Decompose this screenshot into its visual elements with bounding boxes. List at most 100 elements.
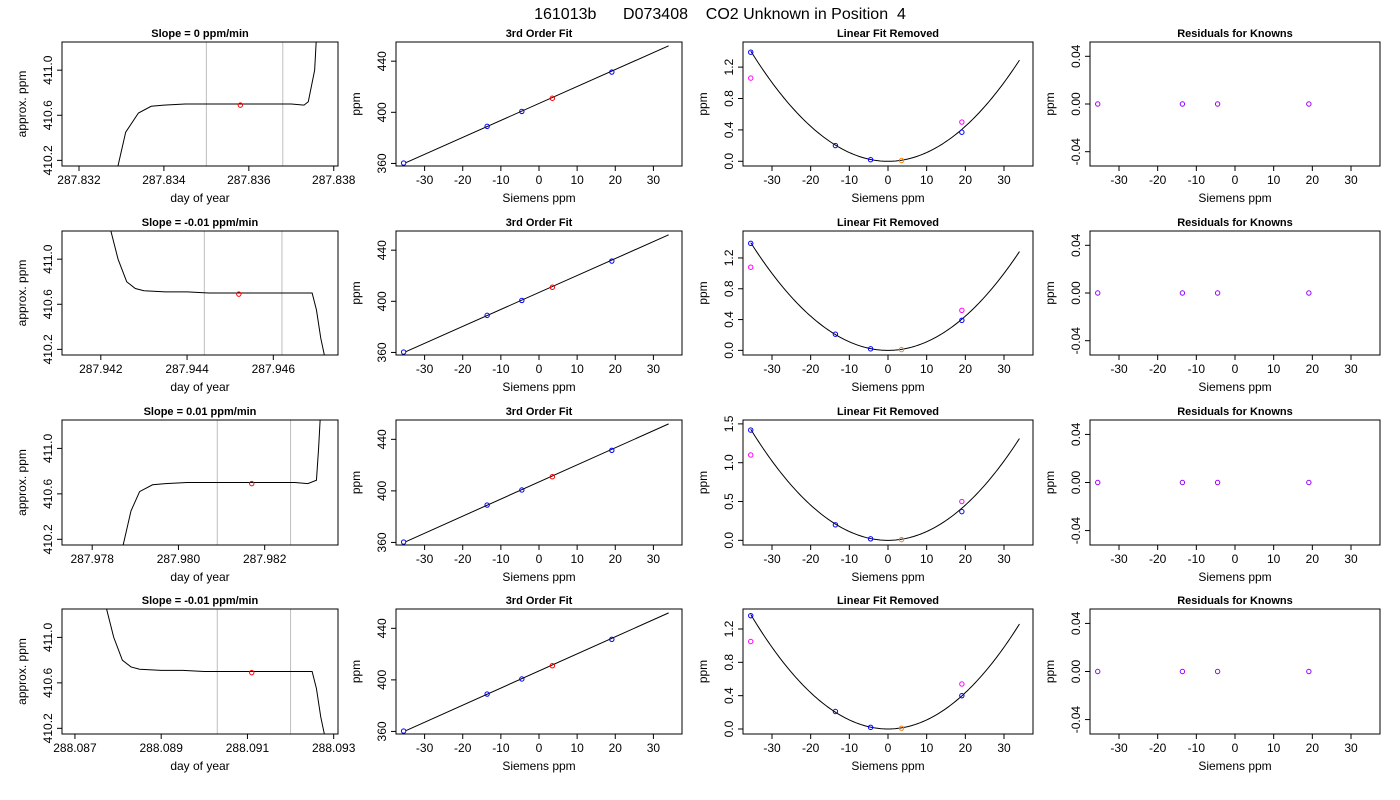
x-tick-label: 0 [885, 741, 892, 755]
y-axis-label: ppm [349, 281, 363, 304]
plot-area [400, 45, 669, 166]
x-tick-label: -20 [1149, 362, 1167, 376]
data-point-known [484, 691, 490, 697]
data-point-known [748, 49, 754, 55]
panel-title: Slope = 0 ppm/min [151, 28, 249, 40]
data-point-known [609, 258, 615, 264]
x-tick-label: 30 [647, 173, 661, 187]
x-tick-label: 20 [1306, 741, 1320, 755]
x-tick-label: -20 [454, 173, 472, 187]
y-axis-label: ppm [349, 92, 363, 115]
data-point-residual [1095, 101, 1101, 107]
plot-area [748, 427, 1020, 543]
data-point-residual [1306, 479, 1312, 486]
panel-r1c1: Slope = 0 ppm/min 287.832 287.834 287.836 28… [15, 28, 356, 205]
x-tick-label: -10 [841, 741, 859, 755]
data-point-known [959, 317, 965, 324]
y-axis-label: ppm [696, 281, 710, 304]
panel-title: Slope = -0.01 ppm/min [142, 217, 259, 229]
fit-line [405, 45, 669, 164]
x-tick-label: 288.093 [312, 741, 356, 755]
x-tick-label: 20 [609, 552, 623, 566]
data-point-residual [1214, 290, 1221, 296]
data-point-unknown [549, 663, 556, 669]
x-tick-label: -10 [492, 173, 510, 187]
x-tick-label: 30 [1344, 552, 1358, 566]
y-tick-label: 0.4 [722, 311, 736, 328]
y-tick-label: -0.04 [1069, 706, 1083, 734]
y-tick-label: 0.04 [1069, 233, 1083, 257]
y-tick-label: 411.0 [41, 244, 55, 273]
panel-title: Slope = 0.01 ppm/min [144, 406, 257, 418]
panel-r4c4: Residuals for Knowns -30 -20 -10 0 10 20 30 -0.0… [1043, 595, 1381, 773]
figure-title: 161013b D073408 CO2 Unknown in Position … [534, 6, 906, 23]
x-tick-label: -20 [1149, 552, 1167, 566]
y-tick-label: 360 [375, 721, 389, 741]
x-tick-label: 0 [1232, 741, 1239, 755]
panel-r3c3: Linear Fit Removed -30 -20 -10 0 10 20 30 0.0 0.5… [696, 406, 1034, 584]
x-tick-label: -20 [1149, 173, 1167, 187]
x-tick-label: 10 [1267, 741, 1281, 755]
x-tick-label: 10 [920, 173, 934, 187]
y-tick-label: 0.04 [1069, 44, 1083, 68]
x-tick-label: 0 [885, 552, 892, 566]
x-tick-label: 10 [570, 362, 584, 376]
x-tick-label: 287.834 [142, 173, 186, 187]
x-axis-label: day of year [170, 570, 229, 584]
panel-title: Residuals for Knowns [1177, 406, 1293, 418]
x-tick-label: -20 [802, 741, 820, 755]
panel-r3c4: Residuals for Knowns -30 -20 -10 0 10 20 30 -0.0… [1043, 406, 1381, 584]
x-tick-label: 287.978 [70, 552, 114, 566]
x-tick-label: 10 [1267, 552, 1281, 566]
plot-area [400, 423, 669, 545]
x-tick-label: -30 [763, 741, 781, 755]
y-tick-label: 0.8 [722, 90, 736, 107]
data-point-fit [898, 346, 905, 353]
y-tick-label: 0.8 [722, 280, 736, 297]
data-point-residual [1306, 101, 1312, 107]
y-tick-label: 0.5 [722, 493, 736, 510]
x-tick-label: 0 [536, 741, 543, 755]
data-point-known [609, 636, 615, 642]
y-tick-label: 1.2 [722, 249, 736, 266]
x-axis-label: Siemens ppm [502, 380, 575, 394]
x-tick-label: -10 [1188, 552, 1206, 566]
x-tick-label: -30 [416, 552, 434, 566]
y-tick-label: 0.4 [722, 687, 736, 704]
x-tick-label: -30 [1110, 552, 1128, 566]
plot-area [400, 612, 669, 734]
x-tick-label: 287.944 [165, 362, 209, 376]
panel-r4c2: 3rd Order Fit -30 -20 -10 0 10 20 30 360 400 440 Si… [349, 595, 683, 773]
panel-title: 3rd Order Fit [506, 28, 573, 40]
panel-title: Linear Fit Removed [837, 28, 939, 40]
data-point-unknown [549, 284, 556, 290]
y-tick-label: 1.0 [722, 454, 736, 471]
y-tick-label: 411.0 [41, 623, 55, 652]
panel-r4c1: Slope = -0.01 ppm/min 288.087 288.089 288.0… [15, 595, 356, 773]
y-axis-label: ppm [1043, 471, 1057, 494]
panel-r1c3: Linear Fit Removed -30 -20 -10 0 10 20 30 0.0 0.4… [696, 28, 1034, 205]
series-line [106, 609, 325, 734]
plot-area [1095, 479, 1312, 486]
x-tick-label: 0 [536, 362, 543, 376]
y-tick-label: 0.04 [1069, 611, 1083, 635]
y-axis-label: ppm [349, 471, 363, 494]
x-tick-label: -30 [416, 173, 434, 187]
data-point-known [748, 240, 754, 247]
x-tick-label: 288.087 [53, 741, 97, 755]
x-tick-label: 20 [1306, 362, 1320, 376]
x-tick-label: 0 [885, 173, 892, 187]
y-axis-label: ppm [1043, 281, 1057, 304]
x-tick-label: 30 [997, 741, 1011, 755]
data-point-raw [748, 264, 754, 270]
data-point-residual [1214, 668, 1221, 675]
x-tick-label: -20 [1149, 741, 1167, 755]
data-point-known [519, 487, 525, 493]
x-axis-label: Siemens ppm [502, 191, 575, 205]
x-axis-label: Siemens ppm [851, 759, 924, 773]
data-point-known [959, 129, 965, 135]
x-tick-label: -30 [763, 362, 781, 376]
y-tick-label: 0.0 [722, 720, 736, 737]
plot-area [1095, 290, 1312, 296]
